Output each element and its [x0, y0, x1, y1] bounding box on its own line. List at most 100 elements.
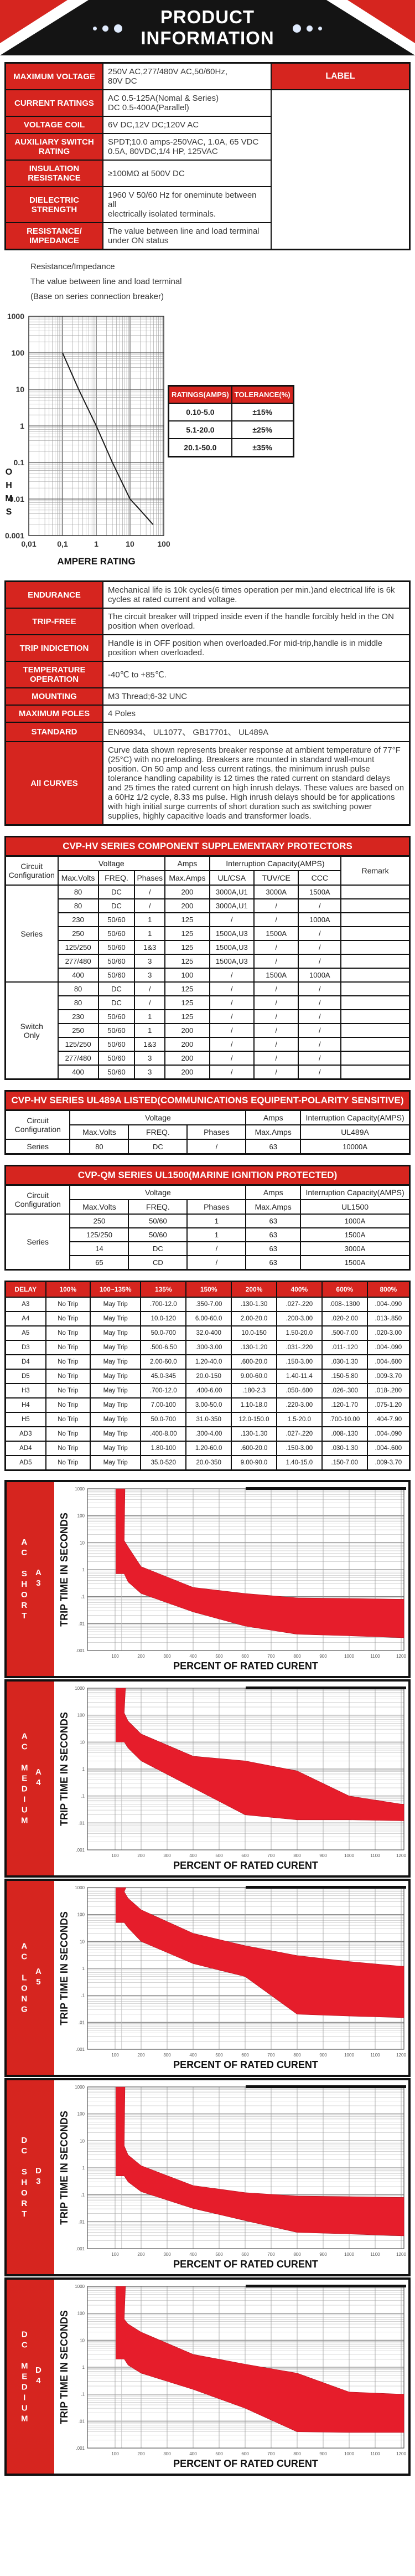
header-row: DELAY 100% 100~135% 135% 150% 200% 400% 600% 800… — [4, 1281, 411, 1298]
header-row: Circuit Configuration Voltage Amps Interrup… — [4, 1184, 411, 1215]
group-cell: Series — [4, 1214, 71, 1271]
delay-header: 600% — [321, 1281, 368, 1298]
x-tick-label: 0,1 — [57, 539, 68, 548]
table-row: 400 50/60 3 200// / — [6, 1065, 411, 1080]
delay-cell: 9.00-90.0 — [231, 1455, 277, 1471]
x-tick-label: 1200 — [396, 2451, 406, 2456]
delay-cell: .031-.220 — [276, 1340, 323, 1355]
delay-header: 150% — [185, 1281, 232, 1298]
header-cell: Max.Amps — [164, 870, 210, 886]
trip-band-a3 — [116, 1488, 404, 1638]
delay-cell: .030-1.30 — [321, 1441, 368, 1456]
trip-band-a5 — [116, 1887, 404, 2018]
delay-cell: No Trip — [45, 1412, 91, 1427]
spec-label: ENDURANCE — [4, 580, 103, 609]
delay-cell: .150-3.00 — [276, 1354, 323, 1370]
table-row: 277/480 50/60 3 125 1500A,U3// — [6, 954, 411, 969]
delay-cell: 10.0-150 — [231, 1325, 277, 1341]
data-cell: 250 — [57, 926, 99, 941]
y-axis-title-letter: H — [6, 481, 12, 490]
remark-cell — [340, 1037, 411, 1052]
delay-cell: No Trip — [45, 1455, 91, 1471]
series-table-title: CVP-HV SERIES UL489A LISTED(COMMUNICATIO… — [4, 1090, 411, 1109]
data-cell: / — [186, 1241, 247, 1256]
x-tick-label: 700 — [267, 2053, 275, 2058]
header-cell: UL/CSA — [209, 870, 255, 886]
y-tick-label: 10 — [80, 1540, 85, 1545]
delay-cell: No Trip — [45, 1297, 91, 1312]
x-tick-label: 100 — [111, 2252, 119, 2257]
delay-cell: 31.0-350 — [185, 1412, 232, 1427]
data-cell: 125 — [164, 912, 210, 927]
table-row: A3 No Trip May Trip .700-12.0.350-7.00.130-… — [4, 1297, 411, 1312]
x-tick-label: 1100 — [370, 2451, 380, 2456]
header-amps: Amps — [245, 1184, 302, 1200]
delay-cell: 2.00-20.0 — [231, 1311, 277, 1326]
delay-cell: .008-.1300 — [321, 1297, 368, 1312]
trip-band-d4 — [116, 2286, 404, 2433]
delay-cell: .026-.300 — [321, 1383, 368, 1398]
note-line: Resistance/Impedance — [30, 262, 115, 271]
tolerance-cell: ±35% — [231, 438, 294, 457]
panel-sidebar-code: D 3 — [35, 2166, 42, 2186]
delay-cell: .150-7.00 — [321, 1455, 368, 1471]
data-cell: 1500A — [253, 968, 299, 983]
header-row: Circuit Configuration Voltage Amps Interrup… — [4, 1109, 411, 1140]
delay-cell: A3 — [4, 1297, 46, 1312]
y-tick-label: 10 — [80, 1740, 85, 1745]
delay-cell: 1.10-18.0 — [231, 1397, 277, 1413]
x-tick-label: 1 — [94, 539, 98, 548]
data-cell: 125 — [164, 995, 210, 1010]
x-tick-label: 700 — [267, 1853, 275, 1858]
y-tick-label: 1 — [82, 1966, 85, 1971]
delay-header: DELAY — [4, 1281, 46, 1298]
x-tick-label: 700 — [267, 2451, 275, 2456]
data-cell: / — [186, 1139, 247, 1155]
spec-value: 1960 V 50/60 Hz for oneminute between al… — [102, 186, 272, 223]
header-row: Max.Volts FREQ. Phases Max.Amps UL489A — [6, 1124, 411, 1140]
x-tick-label: 400 — [189, 1654, 197, 1659]
panel-chart-area: 1000 100 10 1 .1 .01 .001 100 200 300 400 500 600 700… — [54, 2080, 408, 2274]
x-tick-label: 0,01 — [21, 539, 36, 548]
delay-cell: 1.40-15.0 — [276, 1455, 323, 1471]
data-cell: 50/60 — [97, 1037, 136, 1052]
data-cell: 1 — [134, 912, 166, 927]
page-title-line1: PRODUCT — [160, 7, 255, 27]
panel-sidebar: A C S H O R T A 3 — [7, 1482, 54, 1676]
data-cell: / — [209, 1051, 255, 1066]
y-tick-label: 0.1 — [14, 458, 25, 467]
delay-cell: May Trip — [89, 1397, 142, 1413]
header-voltage: Voltage — [69, 1184, 247, 1200]
header-cell: FREQ. — [128, 1199, 188, 1215]
data-cell: 125 — [164, 1009, 210, 1024]
table-row: TRIP INDICETION Handle is in OFF position… — [4, 634, 411, 662]
spec-label: DIELECTRIC STRENGTH — [4, 186, 103, 223]
data-cell: 50/60 — [97, 1023, 136, 1038]
data-cell: 10000A — [300, 1139, 411, 1155]
group-cell: Series — [4, 1139, 71, 1155]
y-axis-title: TRIP TIME IN SECONDS — [59, 1911, 70, 2025]
data-cell: 3000A,U1 — [209, 885, 255, 899]
x-tick-label: 700 — [267, 1654, 275, 1659]
spec-label: VOLTAGE COIL — [4, 116, 103, 134]
delay-cell: .220-3.00 — [276, 1397, 323, 1413]
y-tick-label: 0.01 — [9, 495, 24, 503]
spec-label: MOUNTING — [4, 687, 103, 706]
x-tick-label: 500 — [215, 2053, 223, 2058]
top-frame-bar — [246, 1487, 406, 1490]
data-cell: / — [253, 1023, 299, 1038]
data-cell: / — [298, 940, 342, 955]
table-row: 125/250 50/60 1 63 1500A — [6, 1227, 411, 1242]
delay-cell: .018-.200 — [366, 1383, 411, 1398]
data-cell: 1 — [134, 1023, 166, 1038]
data-cell: 3 — [134, 968, 166, 983]
delay-cell: No Trip — [45, 1325, 91, 1341]
label-box: LABEL — [271, 62, 411, 90]
data-cell: 230 — [57, 1009, 99, 1024]
y-axis-title: TRIP TIME IN SECONDS — [59, 2310, 70, 2424]
table-row: 0.10-5.0 ±15% — [168, 403, 294, 421]
data-cell: 1500A,U3 — [209, 926, 255, 941]
data-cell: 1 — [134, 1009, 166, 1024]
data-cell: / — [298, 1023, 342, 1038]
table-row: All CURVES Curve data shown represents br… — [4, 741, 411, 826]
